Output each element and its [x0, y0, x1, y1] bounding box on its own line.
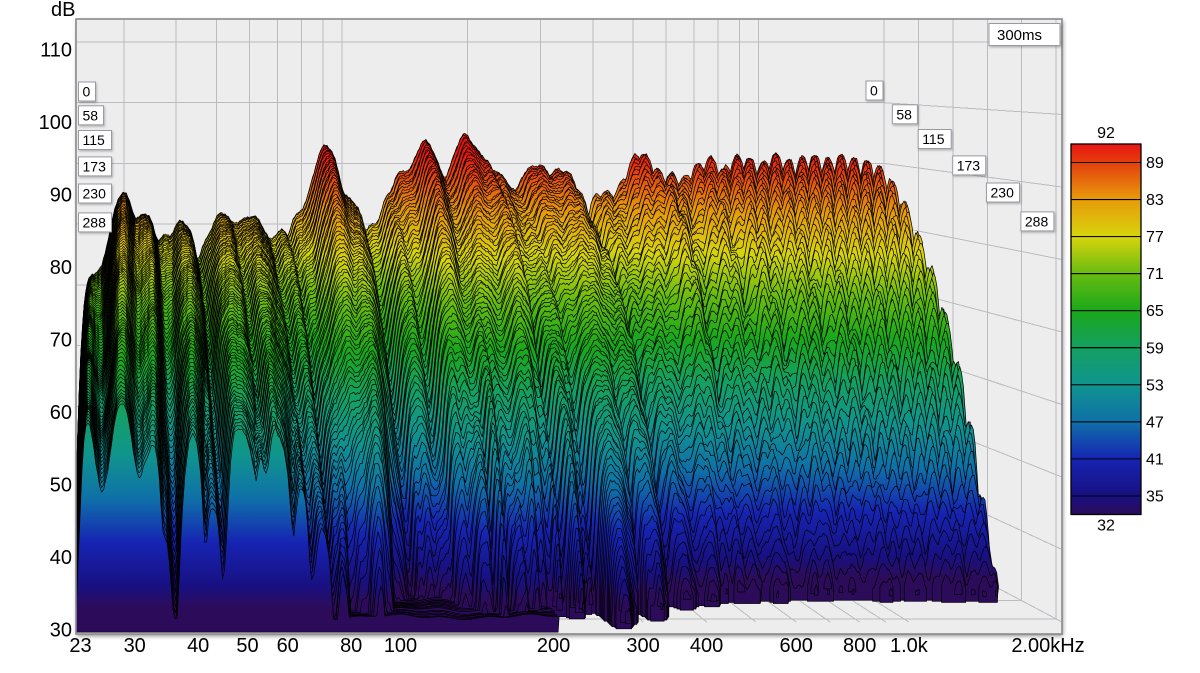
svg-text:58: 58	[896, 106, 912, 122]
svg-text:32: 32	[1097, 518, 1115, 535]
svg-text:230: 230	[991, 185, 1015, 201]
svg-text:173: 173	[957, 157, 981, 173]
svg-text:115: 115	[83, 132, 106, 148]
svg-text:35: 35	[1146, 489, 1164, 506]
svg-text:89: 89	[1146, 155, 1164, 172]
svg-text:60: 60	[277, 635, 299, 657]
svg-text:100: 100	[384, 635, 417, 657]
svg-text:70: 70	[50, 330, 72, 352]
svg-text:80: 80	[50, 257, 72, 279]
svg-text:288: 288	[83, 214, 107, 230]
svg-text:1.0k: 1.0k	[890, 635, 929, 657]
svg-text:115: 115	[922, 131, 945, 147]
svg-text:47: 47	[1146, 414, 1164, 431]
svg-text:dB: dB	[51, 0, 75, 21]
svg-text:40: 40	[50, 547, 72, 569]
svg-text:300ms: 300ms	[997, 27, 1042, 44]
svg-text:40: 40	[187, 635, 209, 657]
svg-text:300: 300	[626, 635, 659, 657]
svg-text:600: 600	[780, 635, 813, 657]
svg-text:0: 0	[83, 84, 91, 100]
svg-text:2.00kHz: 2.00kHz	[1011, 635, 1084, 657]
svg-text:200: 200	[537, 635, 570, 657]
svg-text:41: 41	[1146, 451, 1164, 468]
svg-text:23: 23	[69, 635, 91, 657]
svg-text:58: 58	[83, 107, 99, 123]
svg-text:400: 400	[690, 635, 723, 657]
svg-text:77: 77	[1146, 229, 1164, 246]
svg-text:53: 53	[1146, 377, 1164, 394]
svg-text:59: 59	[1146, 340, 1164, 357]
svg-text:50: 50	[236, 635, 258, 657]
svg-text:80: 80	[340, 635, 362, 657]
svg-text:92: 92	[1097, 125, 1115, 142]
svg-text:110: 110	[40, 40, 72, 62]
svg-text:50: 50	[50, 475, 72, 497]
svg-text:230: 230	[83, 186, 107, 202]
svg-text:65: 65	[1146, 303, 1164, 320]
svg-text:0: 0	[870, 83, 878, 99]
svg-text:800: 800	[843, 635, 876, 657]
svg-text:30: 30	[124, 635, 146, 657]
svg-text:60: 60	[50, 402, 72, 424]
svg-text:30: 30	[50, 620, 72, 642]
svg-text:83: 83	[1146, 192, 1164, 209]
svg-text:71: 71	[1146, 266, 1164, 283]
svg-text:288: 288	[1025, 213, 1049, 229]
svg-text:100: 100	[39, 112, 72, 134]
svg-text:90: 90	[50, 185, 72, 207]
svg-text:173: 173	[83, 158, 107, 174]
